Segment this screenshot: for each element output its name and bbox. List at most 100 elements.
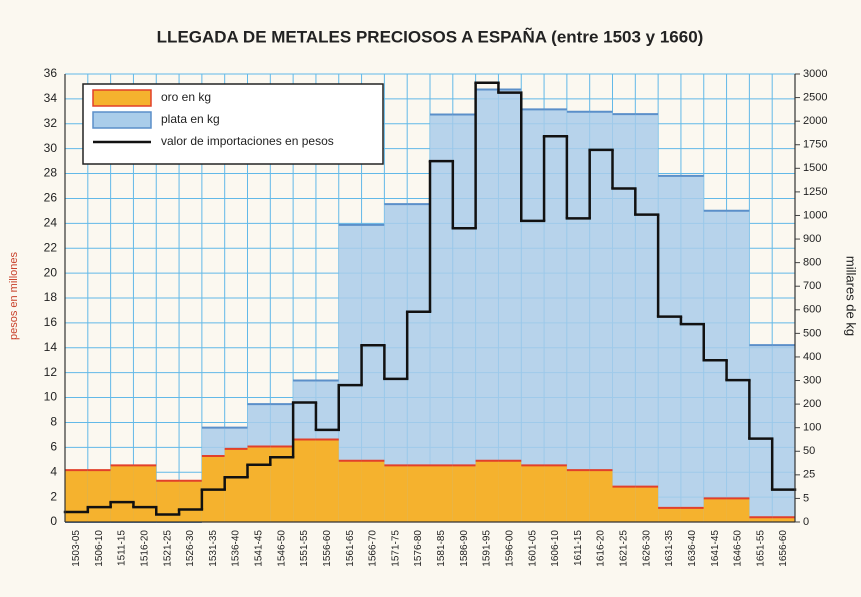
y2-tick-label: 2000: [803, 115, 827, 127]
bar: [612, 114, 636, 522]
x-tick-label: 1503-05: [71, 530, 82, 567]
chart-title: LLEGADA DE METALES PRECIOSOS A ESPAÑA (e…: [157, 26, 704, 46]
y-tick-label: 26: [44, 191, 58, 205]
x-tick-label: 1636-40: [687, 530, 698, 567]
x-tick-label: 1586-90: [459, 530, 470, 567]
legend-label: plata en kg: [161, 112, 220, 126]
bar: [270, 446, 294, 522]
bar: [315, 439, 339, 522]
y2-tick-label: 1250: [803, 186, 827, 198]
y-tick-label: 0: [50, 514, 57, 528]
bar: [680, 507, 704, 522]
bar: [338, 224, 362, 522]
bar: [749, 345, 773, 522]
y-axis-title: pesos en millones: [8, 251, 20, 340]
bar: [544, 109, 567, 523]
bar: [133, 465, 157, 522]
y-tick-label: 24: [44, 216, 58, 230]
bar: [635, 114, 659, 522]
y-tick-label: 16: [44, 315, 58, 329]
bar: [566, 470, 590, 522]
bar: [384, 465, 408, 522]
bar: [224, 448, 248, 522]
bar: [749, 517, 773, 522]
x-tick-label: 1606-10: [550, 530, 561, 567]
y2-tick-label: 1750: [803, 139, 827, 151]
y2-tick-label: 5: [803, 492, 809, 504]
x-tick-label: 1596-00: [504, 530, 515, 567]
bar: [87, 470, 111, 522]
x-tick-label: 1616-20: [596, 530, 607, 567]
y2-tick-label: 300: [803, 374, 821, 386]
bar: [544, 465, 567, 522]
x-tick-label: 1546-50: [276, 530, 287, 567]
x-tick-label: 1651-55: [755, 530, 766, 567]
y-tick-label: 18: [44, 290, 58, 304]
bar: [498, 460, 522, 522]
x-tick-label: 1601-05: [527, 530, 538, 567]
bar: [110, 465, 134, 522]
x-tick-label: 1576-80: [413, 530, 424, 567]
x-tick-label: 1581-85: [436, 530, 447, 567]
bar: [293, 439, 316, 522]
y2-tick-label: 500: [803, 327, 821, 339]
bar: [338, 460, 362, 522]
bar: [589, 470, 613, 522]
x-tick-label: 1506-10: [94, 530, 105, 567]
y2-tick-label: 3000: [803, 68, 827, 80]
bar: [407, 204, 430, 522]
bar: [179, 480, 202, 522]
bar: [65, 470, 88, 522]
x-tick-label: 1561-65: [345, 530, 356, 567]
bar: [726, 498, 750, 522]
bar: [247, 446, 271, 522]
bar: [703, 210, 727, 523]
legend-label: oro en kg: [161, 90, 211, 104]
legend-swatch: [92, 89, 152, 107]
y-tick-label: 30: [44, 141, 58, 155]
y2-tick-label: 50: [803, 445, 815, 457]
x-tick-label: 1646-50: [733, 530, 744, 567]
x-tick-label: 1556-60: [322, 530, 333, 567]
x-tick-label: 1526-30: [185, 530, 196, 567]
x-tick-label: 1541-45: [254, 530, 265, 567]
y-tick-label: 14: [44, 340, 58, 354]
bar: [521, 109, 545, 523]
x-tick-label: 1521-25: [162, 530, 173, 567]
y2-tick-label: 1000: [803, 209, 827, 221]
bar: [452, 465, 476, 522]
series-1: [65, 88, 795, 523]
bar: [475, 89, 499, 522]
x-tick-label: 1641-45: [710, 530, 721, 567]
y-tick-label: 34: [44, 91, 58, 105]
bar: [726, 210, 750, 523]
y-tick-label: 22: [44, 240, 58, 254]
bar: [361, 224, 385, 522]
y2-tick-label: 700: [803, 280, 821, 292]
x-tick-label: 1626-30: [641, 530, 652, 567]
bar: [772, 345, 795, 522]
y2-tick-label: 2500: [803, 91, 827, 103]
x-tick-label: 1536-40: [231, 530, 242, 567]
y2-tick-label: 400: [803, 351, 821, 363]
bar: [635, 486, 659, 522]
y2-tick-label: 25: [803, 469, 815, 481]
y2-tick-label: 100: [803, 422, 821, 434]
y2-tick-label: 800: [803, 257, 821, 269]
bar: [566, 111, 590, 522]
bar: [156, 480, 180, 522]
y-tick-label: 28: [44, 166, 58, 180]
x-tick-label: 1631-35: [664, 530, 675, 567]
y2-tick-label: 200: [803, 398, 821, 410]
y-tick-label: 20: [44, 265, 58, 279]
x-tick-label: 1551-55: [299, 530, 310, 567]
y-tick-label: 10: [44, 390, 58, 404]
bar: [772, 517, 795, 522]
bar: [407, 465, 430, 522]
y2-tick-label: 600: [803, 304, 821, 316]
x-tick-label: 1656-60: [778, 530, 789, 567]
bar: [703, 498, 727, 522]
y-tick-label: 2: [50, 489, 57, 503]
bar: [521, 465, 545, 522]
